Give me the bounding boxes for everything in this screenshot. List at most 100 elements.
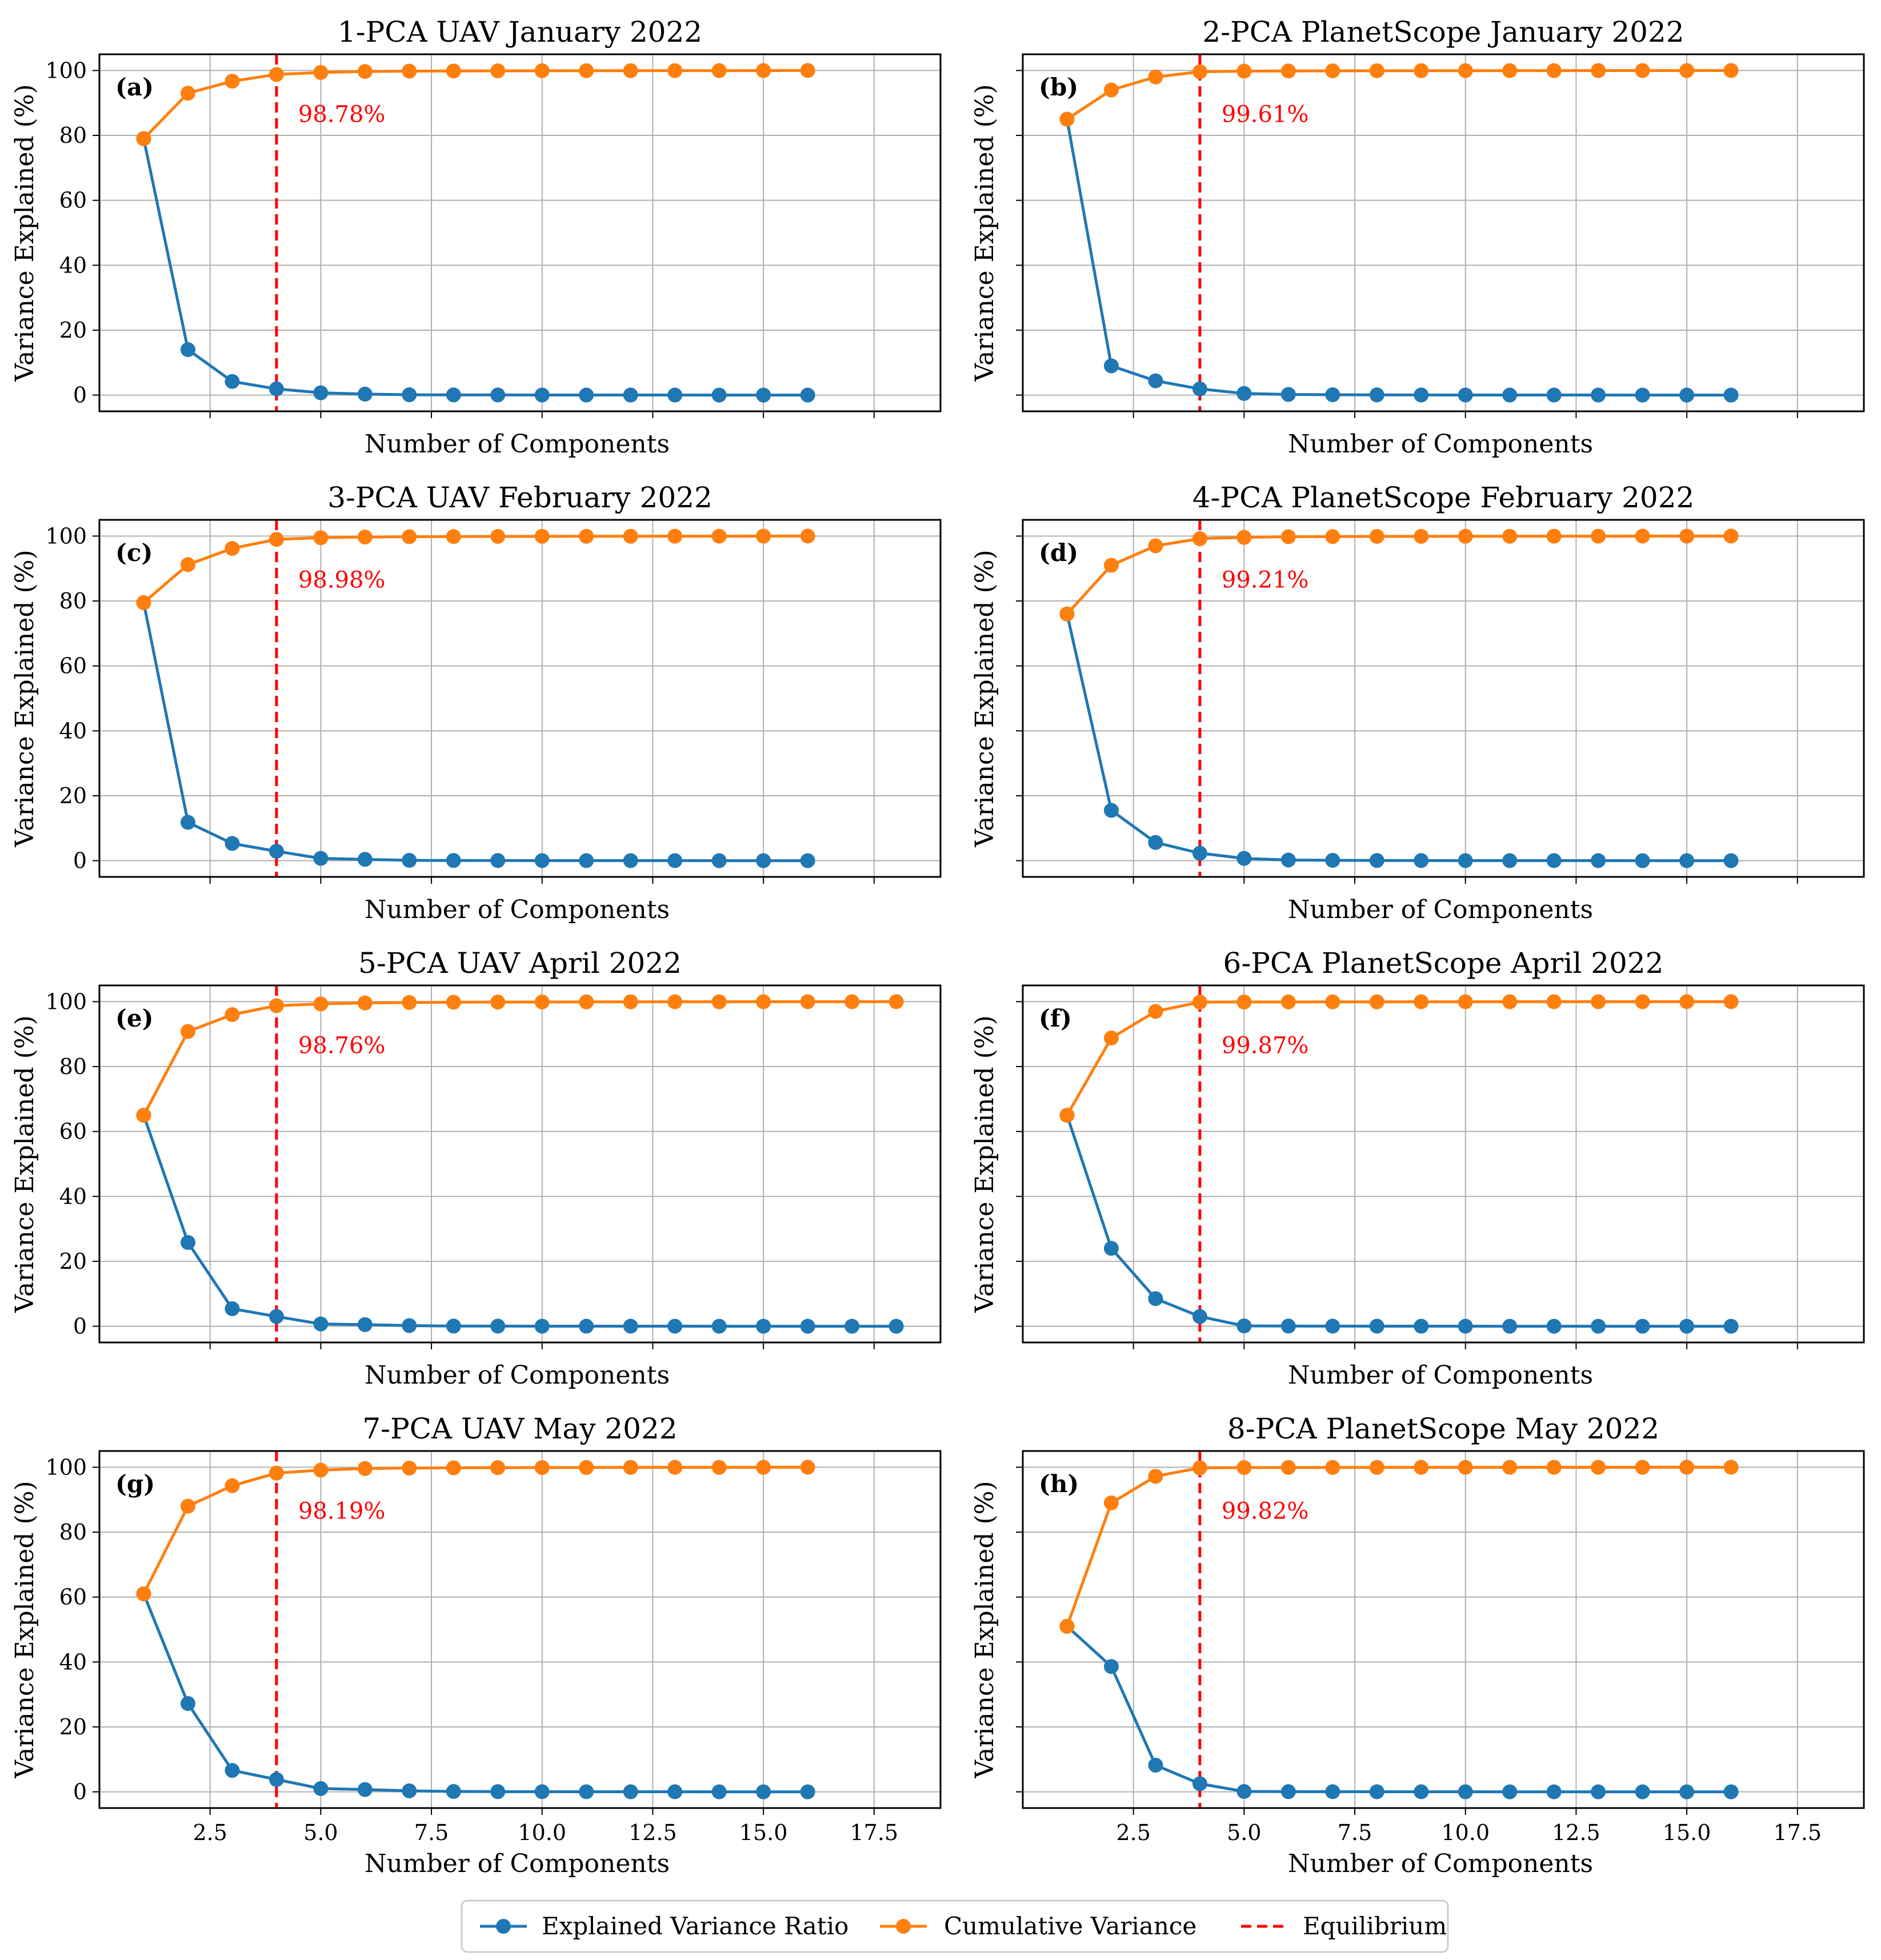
panel-3-title: 3-PCA UAV February 2022: [327, 481, 713, 514]
panel-3-cumulative-point: [534, 528, 550, 544]
panel-4: (d) 99.21% 4-PCA PlanetScope February 2022…: [970, 481, 1865, 924]
panel-8-explained-point: [1414, 1784, 1429, 1799]
panel-2-explained-point: [1369, 387, 1384, 403]
panel-1-ylabel: Variance Explained (%): [10, 84, 39, 382]
panel-7-cumulative-point: [357, 1461, 373, 1476]
panel-7-cumulative-point: [490, 1460, 506, 1476]
panel-6-cumulative-point: [1635, 994, 1650, 1009]
panel-5-explained-point: [667, 1318, 683, 1334]
panel-8-xtick-label: 5.0: [1227, 1820, 1261, 1845]
panel-2-explained-point: [1502, 387, 1518, 403]
panel-5-ytick-label: 80: [59, 1054, 87, 1079]
panel-8-ylabel: Variance Explained (%): [970, 1481, 999, 1778]
panel-8: 2.5 5.0 7.5 10.0 12.5 15.0 17.5 (h) 99.82% 8-PCA …: [970, 1412, 1865, 1878]
panel-3-cumulative-point: [667, 528, 683, 544]
panel-2-explained-point: [1591, 387, 1606, 403]
panel-1-cumulative-point: [623, 63, 638, 78]
panel-5-explained-point: [269, 1309, 284, 1324]
legend-cumulative-marker: [896, 1919, 911, 1934]
panel-8-cumulative-point: [1148, 1469, 1163, 1484]
panel-1-explained-point: [711, 387, 727, 403]
panel-1-explained-point: [667, 387, 683, 403]
panel-8-explained-point: [1502, 1784, 1518, 1799]
panel-7-cumulative-point: [225, 1478, 240, 1493]
panel-2-explained-point: [1148, 373, 1163, 388]
panel-2-cumulative-point: [1369, 63, 1384, 78]
panel-1-ytick-label: 100: [45, 58, 87, 83]
panel-8-cumulative-point: [1192, 1460, 1207, 1476]
panel-1-annotation: 98.78%: [298, 101, 386, 127]
panel-8-cumulative-point: [1280, 1460, 1296, 1475]
panel-7-letter: (g): [115, 1470, 155, 1498]
panel-8-cumulative-point: [1369, 1460, 1384, 1475]
panel-3-ytick-label: 80: [59, 588, 87, 614]
panel-5-explained-point: [357, 1317, 373, 1332]
panel-4-explained-point: [1458, 853, 1473, 868]
panel-2-cumulative-point: [1635, 63, 1650, 78]
panel-1-explained-point: [534, 387, 550, 403]
panel-4-cumulative-point: [1723, 528, 1739, 544]
panel-3-cumulative-point: [313, 530, 329, 546]
panel-7-frame: [98, 1450, 942, 1809]
panel-1-frame: [98, 53, 942, 412]
panel-7-xtick-label: 5.0: [303, 1820, 338, 1845]
panel-1-cumulative-point: [800, 63, 815, 78]
panel-5-cumulative-point: [756, 994, 771, 1009]
panel-2-explained-point: [1458, 387, 1473, 403]
panel-7-cumulative-line: [142, 1465, 808, 1595]
panel-6: (f) 99.87% 6-PCA PlanetScope April 2022 Num…: [970, 947, 1865, 1390]
panel-6-explained-point: [1103, 1241, 1119, 1256]
panel-2-xlabel: Number of Components: [1288, 430, 1593, 459]
panel-3-cumulative-point: [800, 528, 815, 544]
panel-4-explained-point: [1369, 853, 1384, 868]
panel-2-cumulative-point: [1148, 69, 1163, 85]
panel-5-cumulative-point: [446, 995, 461, 1010]
panel-6-cumulative-line: [1066, 1000, 1731, 1116]
panel-8-explained-point: [1546, 1784, 1562, 1799]
panel-6-title: 6-PCA PlanetScope April 2022: [1223, 947, 1664, 980]
panel-7-annotation: 98.19%: [298, 1498, 386, 1524]
panel-3-explained-point: [534, 853, 550, 868]
panel-3-cumulative-point: [180, 557, 195, 572]
panel-8-explained-point: [1679, 1784, 1695, 1799]
panel-2-letter: (b): [1039, 73, 1078, 101]
panel-8-annotation: 99.82%: [1222, 1498, 1309, 1524]
panel-5-explained-point: [313, 1316, 329, 1332]
panel-1-xlabel: Number of Components: [365, 430, 670, 459]
panel-4-cumulative-point: [1059, 606, 1075, 622]
panel-7-xtick-label: 12.5: [629, 1820, 677, 1845]
panel-1-explained-point: [490, 387, 506, 403]
panel-1-explained-point: [800, 387, 815, 403]
panel-5-cumulative-point: [711, 994, 727, 1009]
legend-cumulative-label: Cumulative Variance: [944, 1912, 1196, 1940]
panel-8-explained-point: [1458, 1784, 1473, 1799]
panel-3-annotation: 98.98%: [298, 567, 386, 593]
panel-8-xlabel: Number of Components: [1288, 1849, 1593, 1878]
panel-6-explained-point: [1458, 1318, 1473, 1334]
panel-5-frame: [98, 984, 942, 1344]
panel-6-explained-point: [1325, 1318, 1340, 1334]
panel-5-cumulative-point: [534, 994, 550, 1009]
panel-3-explained-line: [142, 602, 808, 863]
panel-2-cumulative-point: [1325, 63, 1340, 78]
panel-6-explained-point: [1148, 1291, 1163, 1306]
panel-6-letter: (f): [1039, 1004, 1072, 1032]
panel-8-explained-point: [1635, 1784, 1650, 1799]
panel-1-letter: (a): [115, 73, 154, 101]
panel-7-ytick-label: 100: [45, 1454, 87, 1480]
panel-3: 0 20 40 60 80 100 (c) 98.98% 3-PCA UAV February …: [10, 481, 942, 924]
panel-8-cumulative-point: [1059, 1618, 1075, 1634]
panel-6-explained-point: [1723, 1318, 1739, 1334]
panel-1-ytick-label: 20: [59, 318, 87, 343]
panel-8-cumulative-point: [1458, 1460, 1473, 1475]
panel-1-explained-point: [269, 381, 284, 396]
panel-6-cumulative-point: [1148, 1004, 1163, 1019]
panel-8-explained-point: [1369, 1784, 1384, 1799]
panel-8-explained-point: [1325, 1784, 1340, 1799]
panel-3-explained-point: [711, 853, 727, 868]
panel-1-ytick-label: 60: [59, 188, 87, 213]
panel-5-title: 5-PCA UAV April 2022: [358, 947, 682, 980]
panel-5-cumulative-point: [357, 995, 373, 1011]
panel-7-explained-point: [402, 1783, 417, 1798]
panel-2-explained-point: [1236, 386, 1252, 401]
